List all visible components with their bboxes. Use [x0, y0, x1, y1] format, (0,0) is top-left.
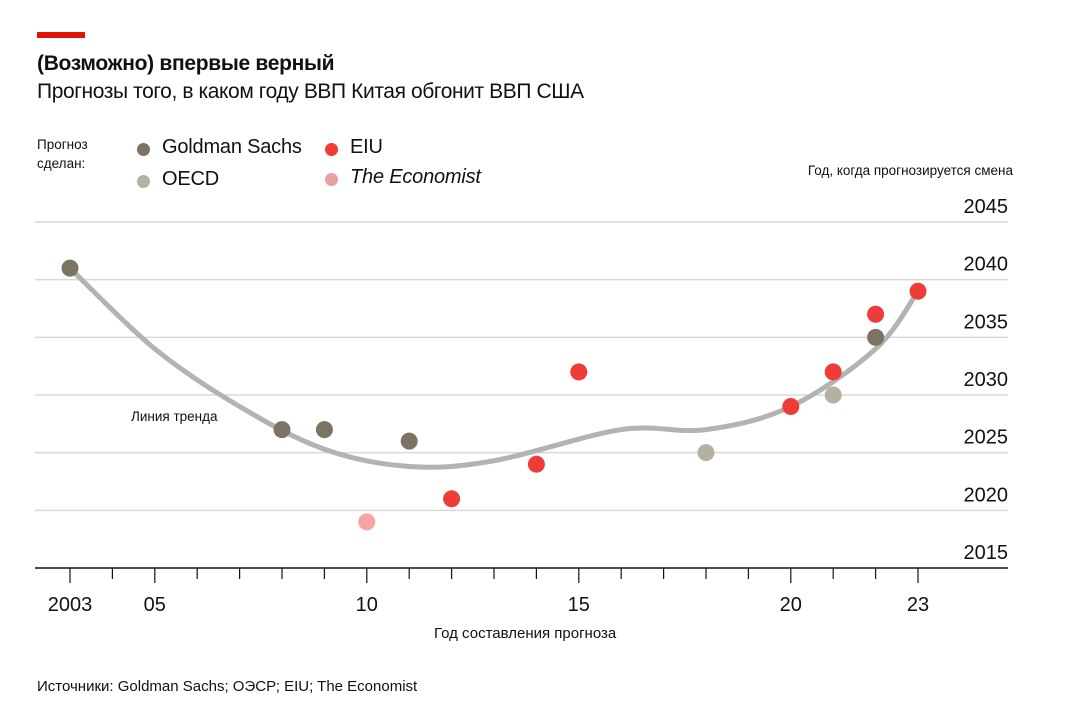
legend-dot-icon	[325, 173, 338, 186]
legend-item-label: Goldman Sachs	[162, 136, 302, 158]
legend-item-oecd: OECD	[137, 168, 219, 191]
x-tick-label: 23	[907, 594, 929, 616]
legend-item-label: OECD	[162, 168, 219, 190]
legend-dot-icon	[137, 143, 150, 156]
x-tick-label: 20	[780, 594, 802, 616]
y-tick-labels: 2015 2020 2025 2030 2035 2040 2045	[964, 196, 1009, 564]
trend-line	[67, 265, 921, 470]
legend-item-eiu: EIU	[325, 136, 383, 159]
point-goldman-sachs	[400, 432, 418, 450]
point-goldman-sachs	[315, 421, 333, 439]
point-goldman-sachs	[61, 259, 79, 277]
x-axis	[35, 567, 1008, 583]
chart-title: (Возможно) впервые верный	[37, 52, 335, 75]
point-the-economist	[358, 513, 376, 531]
point-oecd	[697, 444, 715, 462]
legend-dot-icon	[137, 175, 150, 188]
point-eiu	[443, 490, 461, 508]
point-eiu	[527, 455, 545, 473]
point-goldman-sachs	[273, 421, 291, 439]
x-tick-label: 2003	[48, 594, 93, 616]
x-tick-label: 10	[356, 594, 378, 616]
y-tick-label: 2015	[964, 542, 1009, 564]
y-tick-label: 2035	[964, 311, 1009, 333]
legend-item-label: EIU	[350, 136, 383, 158]
x-axis-title: Год составления прогноза	[434, 625, 617, 642]
legend-item-label: The Economist	[350, 166, 481, 188]
legend-item-goldman-sachs: Goldman Sachs	[137, 136, 302, 159]
y-axis-title: Год, когда прогнозируется смена	[807, 163, 1013, 178]
chart-subtitle: Прогнозы того, в каком году ВВП Китая об…	[37, 80, 584, 103]
point-eiu	[570, 363, 588, 381]
y-tick-label: 2045	[964, 196, 1009, 218]
point-eiu	[909, 282, 927, 300]
y-tick-label: 2040	[964, 254, 1009, 276]
data-points	[61, 259, 927, 531]
x-tick-label: 15	[568, 594, 590, 616]
y-tick-label: 2030	[964, 369, 1009, 391]
legend-label: Прогноз сделан:	[37, 137, 88, 171]
x-tick-label: 05	[144, 594, 166, 616]
trend-line-label: Линия тренда	[131, 409, 218, 424]
y-tick-label: 2025	[964, 427, 1009, 449]
legend-dot-icon	[325, 143, 338, 156]
x-tick-labels: 2003 05 10 15 20 23	[48, 594, 929, 616]
point-goldman-sachs	[867, 328, 885, 346]
point-oecd	[824, 386, 842, 404]
source-note: Источники: Goldman Sachs; ОЭСР; EIU; The…	[37, 678, 418, 695]
y-tick-label: 2020	[964, 484, 1009, 506]
point-eiu	[824, 363, 842, 381]
accent-bar	[37, 32, 85, 38]
legend-item-the-economist: The Economist	[325, 166, 481, 189]
point-eiu	[867, 305, 885, 323]
trend-line-group	[67, 265, 921, 470]
point-eiu	[782, 398, 800, 416]
